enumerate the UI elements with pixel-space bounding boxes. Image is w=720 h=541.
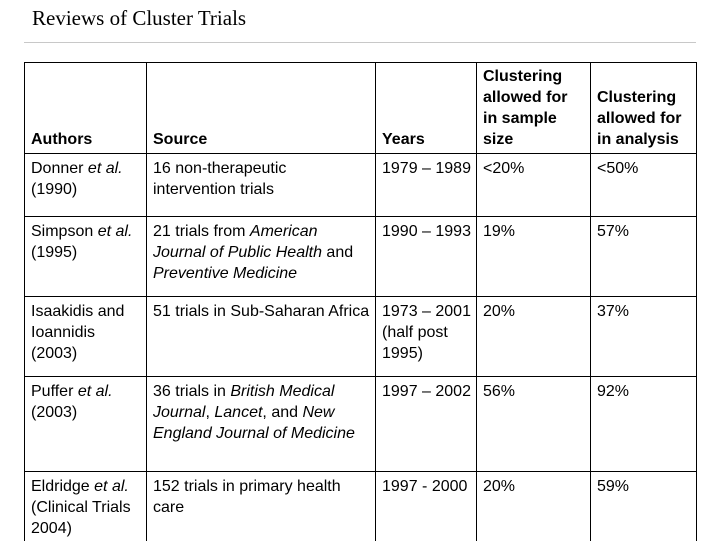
- cell-sample-size: 19%: [476, 216, 591, 297]
- cell-sample-size: 56%: [476, 376, 591, 472]
- table-row: Puffer et al. (2003) 36 trials in Britis…: [24, 376, 697, 472]
- cell-authors: Simpson et al. (1995): [24, 216, 147, 297]
- table-row: Isaakidis and Ioannidis (2003) 51 trials…: [24, 296, 697, 377]
- cell-authors: Isaakidis and Ioannidis (2003): [24, 296, 147, 377]
- header-sample-size: Clustering allowed for in sample size: [476, 62, 591, 154]
- title-divider: [24, 42, 696, 43]
- cell-years: 1973 – 2001 (half post 1995): [375, 296, 477, 377]
- cell-analysis: <50%: [590, 153, 697, 217]
- slide-title: Reviews of Cluster Trials: [32, 6, 247, 30]
- cell-years: 1979 – 1989: [375, 153, 477, 217]
- cell-sample-size: 20%: [476, 471, 591, 541]
- cell-source: 21 trials from American Journal of Publi…: [146, 216, 376, 297]
- cell-authors: Donner et al. (1990): [24, 153, 147, 217]
- cell-sample-size: 20%: [476, 296, 591, 377]
- cell-authors: Puffer et al. (2003): [24, 376, 147, 472]
- table-row: Donner et al. (1990) 16 non-therapeutic …: [24, 153, 697, 217]
- table-row: Simpson et al. (1995) 21 trials from Ame…: [24, 216, 697, 297]
- cell-source: 152 trials in primary health care: [146, 471, 376, 541]
- cell-source: 16 non-therapeutic intervention trials: [146, 153, 376, 217]
- cell-analysis: 59%: [590, 471, 697, 541]
- cell-source: 36 trials in British Medical Journal, La…: [146, 376, 376, 472]
- cell-analysis: 92%: [590, 376, 697, 472]
- cell-analysis: 57%: [590, 216, 697, 297]
- cell-years: 1997 - 2000: [375, 471, 477, 541]
- cell-analysis: 37%: [590, 296, 697, 377]
- cell-sample-size: <20%: [476, 153, 591, 217]
- table-row: Eldridge et al. (Clinical Trials 2004) 1…: [24, 471, 697, 541]
- table-header-row: Authors Source Years Clustering allowed …: [24, 62, 697, 154]
- header-source: Source: [146, 62, 376, 154]
- cell-source: 51 trials in Sub-Saharan Africa: [146, 296, 376, 377]
- header-authors: Authors: [24, 62, 147, 154]
- cell-years: 1990 – 1993: [375, 216, 477, 297]
- reviews-table: Authors Source Years Clustering allowed …: [24, 62, 697, 541]
- cell-years: 1997 – 2002: [375, 376, 477, 472]
- header-analysis: Clustering allowed for in analysis: [590, 62, 697, 154]
- header-years: Years: [375, 62, 477, 154]
- cell-authors: Eldridge et al. (Clinical Trials 2004): [24, 471, 147, 541]
